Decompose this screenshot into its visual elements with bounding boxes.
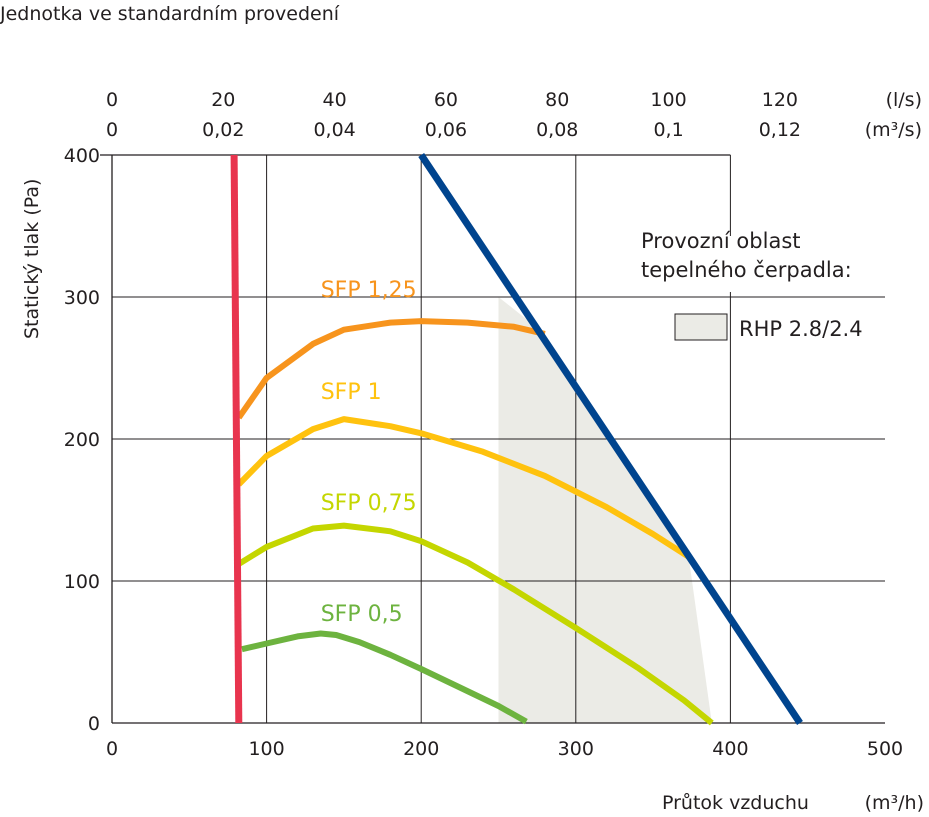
y-tick-label-1: 100 (64, 571, 100, 593)
x-axis-unit: (m³/h) (865, 792, 924, 814)
series-line-4 (230, 154, 243, 724)
top-tick-m3s-3: 0,06 (425, 119, 467, 141)
top-tick-ls-4: 80 (545, 89, 569, 111)
series-label-0: SFP 1,25 (321, 278, 417, 303)
series-line-0 (236, 318, 546, 420)
legend-entry-label: RHP 2.8/2.4 (739, 317, 863, 341)
top-tick-ls-0: 0 (106, 89, 118, 111)
chart-title: Jednotka ve standardním provedení (0, 3, 340, 25)
x-tick-label-1: 100 (248, 738, 284, 760)
top-tick-ls-6: 120 (762, 89, 798, 111)
legend-title-line-2: tepelného čerpadla: (641, 258, 852, 282)
legend-swatch (674, 313, 728, 341)
x-tick-label-2: 200 (403, 738, 439, 760)
legend-background (620, 236, 876, 292)
series-label-2: SFP 0,75 (321, 491, 417, 516)
x-tick-label-5: 500 (867, 738, 903, 760)
top-tick-ls-3: 60 (434, 89, 458, 111)
x-axis-label: Průtok vzduchu (662, 792, 809, 814)
y-tick-label-3: 300 (64, 287, 100, 309)
series-line-1 (236, 416, 691, 560)
legend-title-line-1: Provozní oblast (641, 229, 801, 253)
x-tick-label-3: 300 (558, 738, 594, 760)
tick-layer: 0 100 200 300 400 500 0 100 200 300 400 0 20 40 60 80 10… (64, 89, 903, 760)
top-axis-unit-ls: (l/s) (886, 89, 922, 111)
y-tick-label-2: 200 (64, 429, 100, 451)
top-axis-unit-m3s: (m³/s) (865, 119, 922, 141)
legend: Provozní oblast tepelného čerpadla: RHP … (620, 229, 876, 341)
top-tick-m3s-6: 0,12 (759, 119, 801, 141)
y-axis-label: Statický tlak (Pa) (21, 179, 43, 339)
series-line-5 (418, 153, 803, 725)
x-tick-label-0: 0 (106, 738, 118, 760)
top-tick-m3s-2: 0,04 (313, 119, 355, 141)
y-tick-label-4: 400 (64, 145, 100, 167)
series-label-1: SFP 1 (321, 380, 382, 405)
top-tick-ls-2: 40 (323, 89, 347, 111)
series-layer: SFP 1,25 SFP 1 SFP 0,75 SFP 0,5 (230, 153, 803, 726)
series-line-3 (241, 630, 528, 725)
top-tick-ls-1: 20 (211, 89, 235, 111)
top-tick-ls-5: 100 (650, 89, 686, 111)
x-tick-label-4: 400 (712, 738, 748, 760)
top-tick-m3s-1: 0,02 (202, 119, 244, 141)
series-label-3: SFP 0,5 (321, 602, 403, 627)
top-tick-m3s-5: 0,1 (653, 119, 683, 141)
top-tick-m3s-4: 0,08 (536, 119, 578, 141)
operating-area-layer (498, 297, 712, 723)
series-line-2 (237, 522, 714, 726)
operating-area (498, 297, 712, 723)
top-tick-m3s-0: 0 (106, 119, 118, 141)
y-tick-label-0: 0 (88, 713, 100, 735)
